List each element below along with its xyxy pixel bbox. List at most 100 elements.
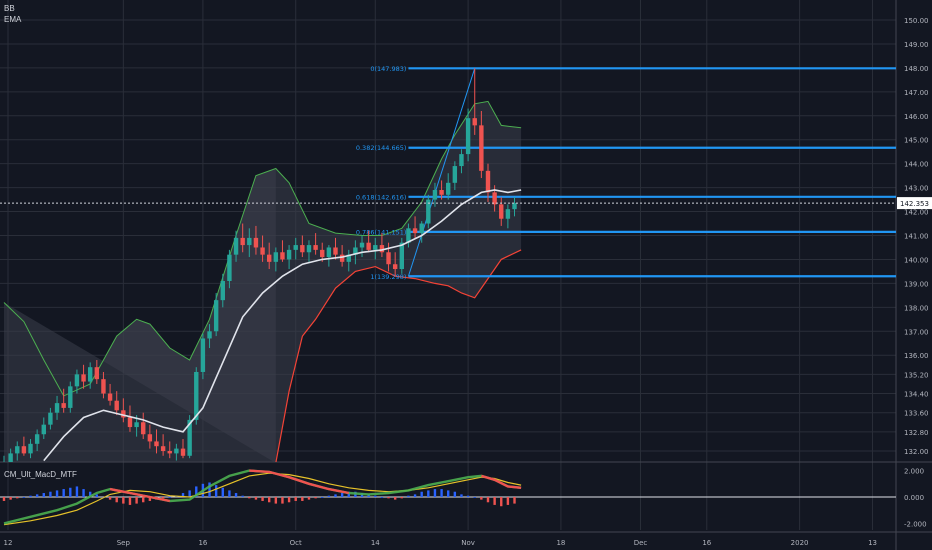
macd-histogram-bar: [261, 497, 264, 501]
price-axis-label: 149.00: [904, 41, 929, 49]
candle-body: [472, 118, 477, 126]
indicator-label-bb[interactable]: BB: [4, 4, 15, 13]
macd-histogram-bar: [294, 497, 297, 501]
candle-body: [8, 453, 13, 462]
candle-body: [386, 252, 391, 265]
candle-body: [68, 386, 73, 408]
macd-histogram-bar: [95, 494, 99, 497]
candle-body: [412, 228, 418, 234]
macd-histogram-bar: [413, 494, 417, 497]
macd-histogram-bar: [75, 486, 79, 497]
candle-body: [485, 170, 491, 193]
macd-histogram-bar: [480, 497, 483, 500]
candle-body: [160, 446, 166, 451]
osc-axis-label: -2.000: [904, 520, 927, 528]
macd-histogram-bar: [321, 497, 324, 498]
macd-histogram-bar: [314, 497, 317, 499]
candle-body: [439, 190, 444, 195]
candle-body: [81, 374, 86, 382]
candle-body: [247, 237, 252, 246]
macd-histogram-bar: [122, 497, 125, 504]
candle-body: [479, 125, 484, 171]
macd-histogram-bar: [2, 497, 6, 501]
macd-histogram-bar: [506, 497, 510, 505]
macd-histogram-bar: [327, 495, 331, 497]
oscillator-label[interactable]: CM_Ult_MacD_MTF: [4, 470, 77, 479]
candle-body: [326, 247, 332, 258]
candle-body: [465, 118, 471, 155]
macd-histogram-bar: [493, 497, 496, 505]
price-axis-label: 135.20: [904, 371, 929, 379]
candle-body: [419, 223, 424, 234]
price-axis-label: 146.00: [904, 113, 929, 121]
candle-body: [339, 254, 345, 262]
price-axis-label: 143.00: [904, 185, 929, 193]
macd-histogram-bar: [49, 491, 52, 497]
macd-histogram-bar: [55, 490, 59, 497]
candle-body: [505, 209, 511, 219]
macd-histogram-bar: [135, 497, 138, 504]
candle-body: [121, 410, 126, 418]
candle-body: [180, 448, 186, 456]
macd-histogram-bar: [9, 497, 12, 500]
macd-histogram-bar: [128, 497, 132, 505]
candle-body: [54, 403, 60, 413]
osc-axis-label: 2.000: [904, 468, 924, 476]
main-pane: 0(147.983) 0.382(144.665) 0.618(142.616) 0.…: [3, 65, 896, 462]
candle-body: [366, 242, 371, 250]
price-axis-label: 139.00: [904, 280, 929, 288]
time-axis-label: Oct: [290, 539, 302, 547]
price-axis-label: 137.00: [904, 328, 929, 336]
macd-histogram-bar: [248, 497, 251, 499]
time-axis-label: 16: [198, 539, 207, 547]
macd-histogram-bar: [254, 497, 258, 500]
bollinger-upper-band: [3, 100, 522, 397]
price-axis-label: 150.00: [904, 17, 929, 25]
macd-histogram-bar: [393, 497, 397, 500]
macd-histogram-bar: [460, 494, 463, 497]
macd-histogram-bar: [281, 497, 284, 504]
candle-body: [114, 400, 119, 411]
macd-histogram-bar: [22, 497, 26, 498]
candle-body: [373, 245, 378, 250]
macd-histogram-bar: [35, 494, 39, 497]
macd-histogram-bar: [374, 495, 377, 497]
candle-body: [34, 434, 40, 444]
candle-body: [426, 199, 431, 224]
candle-body: [459, 154, 464, 167]
macd-histogram-bar: [62, 489, 65, 497]
time-axis-label: Dec: [634, 539, 648, 547]
candle-body: [154, 441, 159, 447]
fib-level-label: 1(139.298): [370, 273, 406, 281]
macd-histogram-bar: [69, 487, 72, 497]
macd-histogram-bar: [466, 495, 470, 497]
macd-histogram-bar: [161, 497, 165, 499]
price-axis-label: 145.00: [904, 137, 929, 145]
macd-histogram-bar: [29, 495, 32, 497]
indicator-label-ema[interactable]: EMA: [4, 15, 22, 24]
candle-body: [392, 264, 398, 270]
candle-body: [41, 424, 46, 435]
macd-histogram-bar: [367, 494, 370, 497]
candle-body: [313, 245, 318, 250]
candle-body: [253, 237, 259, 248]
macd-histogram-bar: [427, 490, 430, 497]
candle-body: [107, 393, 113, 401]
candle-body: [320, 249, 325, 258]
candle-body: [134, 422, 139, 428]
macd-histogram-bar: [42, 493, 45, 497]
candle-body: [94, 367, 100, 380]
candle-body: [280, 252, 285, 260]
candle-body: [353, 247, 358, 255]
candle-body: [227, 254, 232, 281]
price-axis-label: 132.00: [904, 448, 929, 456]
macd-histogram-bar: [115, 497, 118, 503]
candle-body: [286, 249, 292, 260]
macd-histogram-bar: [241, 495, 244, 497]
fib-level-label: 0(147.983): [370, 65, 406, 73]
macd-histogram-bar: [142, 497, 145, 503]
candle-body: [346, 254, 351, 262]
macd-histogram-bar: [334, 494, 337, 497]
macd-fast-line-bearish: [481, 474, 522, 489]
